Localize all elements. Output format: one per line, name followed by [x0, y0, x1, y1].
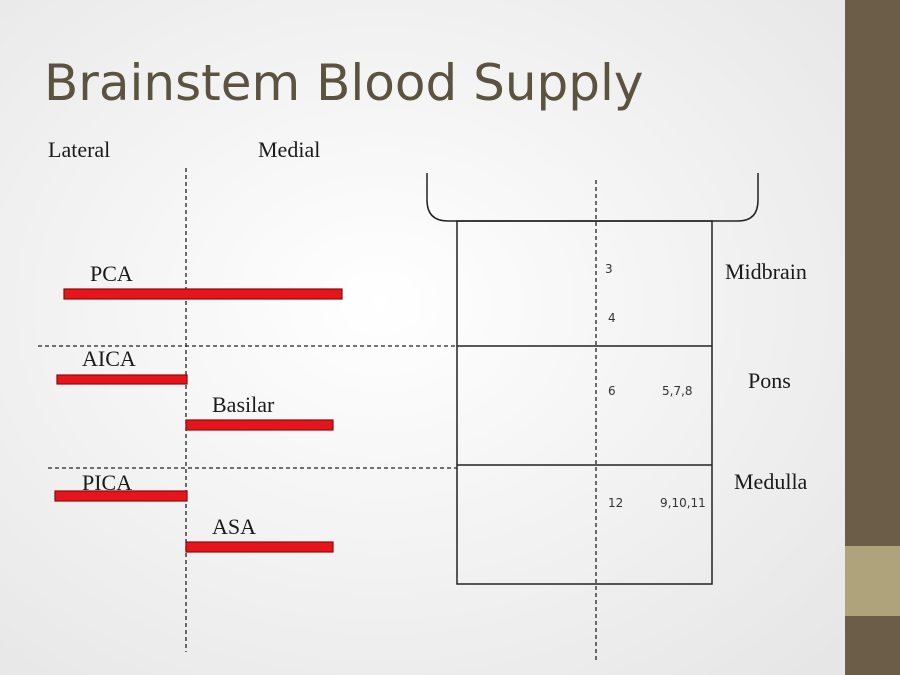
- brainstem-box: [456, 220, 713, 585]
- artery-bar: [185, 419, 334, 431]
- region-label: Midbrain: [725, 259, 807, 284]
- nucleus: 12: [608, 496, 623, 510]
- column-label: Lateral: [48, 137, 110, 162]
- artery-label: ASA: [212, 514, 256, 539]
- artery-label: AICA: [82, 346, 136, 371]
- artery-bar: [185, 541, 334, 553]
- artery-bar: [54, 490, 188, 502]
- region-label: Pons: [748, 368, 791, 393]
- region-label: Medulla: [734, 469, 808, 494]
- artery-bar: [56, 374, 188, 385]
- nucleus: 5,7,8: [662, 384, 693, 398]
- background: [0, 0, 845, 675]
- artery-bar: [63, 288, 343, 300]
- side-accent: [845, 546, 900, 616]
- nucleus: 4: [608, 311, 616, 325]
- nucleus: 3: [605, 262, 613, 276]
- artery-label: Basilar: [212, 392, 275, 417]
- nucleus: 6: [608, 384, 616, 398]
- title: Brainstem Blood Supply: [44, 54, 644, 112]
- nucleus: 9,10,11: [660, 496, 706, 510]
- column-label: Medial: [258, 137, 320, 162]
- artery-label: PCA: [90, 261, 133, 286]
